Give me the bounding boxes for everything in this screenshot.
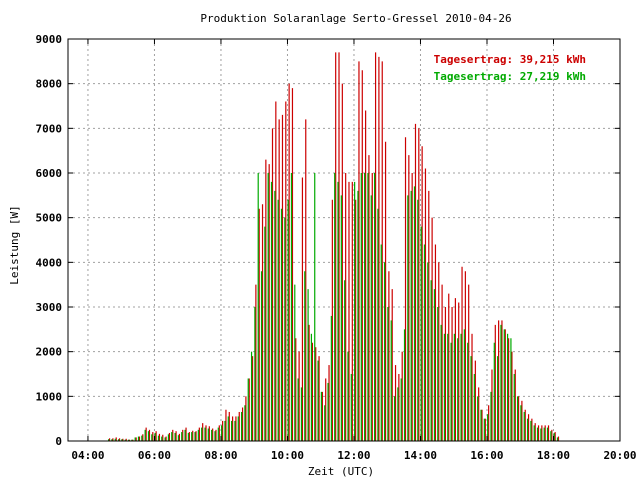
y-tick-label: 7000: [36, 122, 63, 135]
y-tick-label: 2000: [36, 346, 63, 359]
x-tick-label: 08:00: [204, 449, 237, 462]
series-a-bars: [108, 52, 560, 441]
x-tick-label: 10:00: [271, 449, 304, 462]
legend-entry-a: Tagesertrag: 39,215 kWh: [434, 53, 586, 66]
series-b-bars: [107, 173, 559, 441]
chart-title: Produktion Solaranlage Serto-Gressel 201…: [200, 12, 511, 25]
x-tick-label: 04:00: [71, 449, 104, 462]
y-tick-label: 1000: [36, 390, 63, 403]
x-axis-label: Zeit (UTC): [308, 465, 374, 478]
x-axis-ticks: 04:00 06:00 08:00 10:00 12:00 14:00 16:00 18:00…: [71, 39, 637, 462]
x-tick-label: 06:00: [138, 449, 171, 462]
x-tick-label: 16:00: [470, 449, 503, 462]
y-tick-label: 0: [55, 435, 62, 448]
y-axis-ticks: 0 1000 2000 3000 4000 5000 6000 7000 8000 9000: [36, 33, 620, 448]
y-tick-label: 5000: [36, 212, 63, 225]
y-tick-label: 8000: [36, 78, 63, 91]
x-tick-label: 18:00: [537, 449, 570, 462]
x-tick-label: 20:00: [603, 449, 636, 462]
y-tick-label: 9000: [36, 33, 63, 46]
x-tick-label: 14:00: [404, 449, 437, 462]
y-tick-label: 3000: [36, 301, 63, 314]
y-axis-label: Leistung [W]: [8, 205, 21, 284]
x-tick-label: 12:00: [337, 449, 370, 462]
legend-entry-b: Tagesertrag: 27,219 kWh: [434, 70, 586, 83]
y-tick-label: 6000: [36, 167, 63, 180]
plot-frame: [67, 38, 621, 442]
grid-lines: [68, 39, 620, 441]
y-tick-label: 4000: [36, 256, 63, 269]
